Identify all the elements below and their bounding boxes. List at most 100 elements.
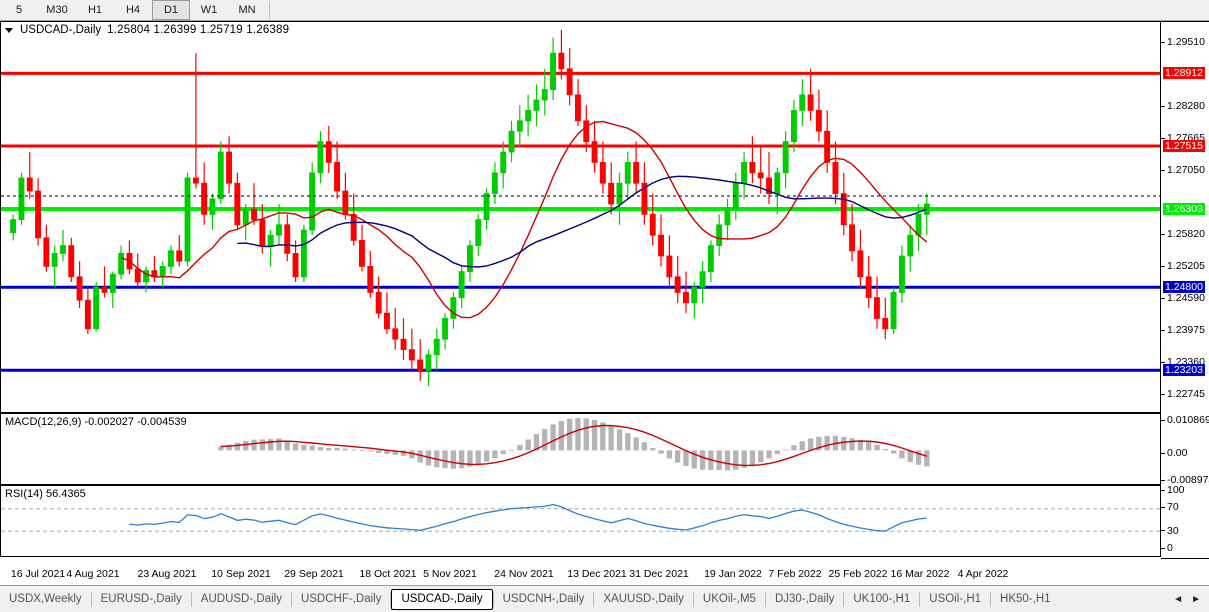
tab-usdcad-daily[interactable]: USDCAD-,Daily xyxy=(391,588,493,610)
price-tag-support-1[interactable]: 1.24800 xyxy=(1163,281,1205,294)
chevron-down-icon[interactable] xyxy=(5,27,13,33)
tab-uk100-h1[interactable]: UK100-,H1 xyxy=(853,593,911,605)
tab-eurusd-daily[interactable]: EURUSD-,Daily xyxy=(100,593,182,605)
tab-divider xyxy=(990,591,992,607)
tab-usdchf-daily[interactable]: USDCHF-,Daily xyxy=(300,593,382,605)
time-axis: 16 Jul 2021 4 Aug 2021 23 Aug 2021 10 Sep 2… xyxy=(0,565,1209,585)
candle-body xyxy=(757,172,764,179)
macd-bar xyxy=(259,439,265,451)
candle-body xyxy=(292,252,299,278)
symbol-tabbar[interactable]: USDX,Weekly EURUSD-,Daily AUDUSD-,Daily USD… xyxy=(0,585,1209,612)
macd-bar xyxy=(533,434,540,451)
price-tick: 1.27050 xyxy=(1161,164,1205,176)
macd-bar xyxy=(475,450,481,465)
timeframe-h1[interactable]: H1 xyxy=(87,4,103,16)
candle-body xyxy=(408,349,415,361)
timeframe-w1[interactable]: W1 xyxy=(200,4,218,16)
macd-bar xyxy=(658,450,664,454)
timeframe-5[interactable]: 5 xyxy=(15,4,23,16)
macd-bar xyxy=(591,420,598,451)
candle-body xyxy=(375,291,382,314)
price-pane[interactable]: USDCAD-,Daily 1.25804 1.26399 1.25719 1.… xyxy=(0,21,1161,413)
tab-usoil-h1[interactable]: USOil-,H1 xyxy=(929,593,982,605)
timeframe-mn[interactable]: MN xyxy=(238,4,256,16)
tab-scroll-controls[interactable]: ◄ ► xyxy=(1173,594,1209,605)
macd-bar xyxy=(616,429,623,451)
tab-ukoil-m5[interactable]: UKOil-,M5 xyxy=(702,593,756,605)
candle-body xyxy=(558,52,565,70)
candle-body xyxy=(890,291,897,330)
macd-pane[interactable]: MACD(12,26,9) -0.002027 -0.004539 xyxy=(0,413,1161,485)
macd-bar xyxy=(558,420,564,451)
tab-divider xyxy=(919,591,921,607)
tab-usdx-weekly[interactable]: USDX,Weekly xyxy=(9,593,82,605)
candle-body xyxy=(68,245,75,278)
candle-body xyxy=(840,193,847,226)
macd-tick: 0.010869 xyxy=(1161,414,1209,426)
macd-bar xyxy=(799,441,805,451)
macd-bar xyxy=(392,450,398,455)
candle-body xyxy=(18,177,25,220)
macd-bar xyxy=(608,425,614,451)
candle-body xyxy=(633,161,640,184)
rsi-pane[interactable]: RSI(14) 56.4365 xyxy=(0,485,1161,557)
candle-body xyxy=(807,94,814,111)
macd-plot xyxy=(218,418,930,471)
price-axis[interactable]: 1.29510 1.28280 1.27665 1.27050 1.25820 1.252… xyxy=(1161,21,1209,559)
timeframe-m30[interactable]: M30 xyxy=(46,4,68,16)
macd-bar xyxy=(857,439,863,451)
macd-bar xyxy=(683,450,689,466)
macd-bar xyxy=(841,437,847,451)
macd-bar xyxy=(542,429,548,451)
timeframe-h4[interactable]: H4 xyxy=(125,4,141,16)
macd-bar xyxy=(268,439,274,451)
candle-body xyxy=(76,276,83,301)
candle-body xyxy=(35,190,41,239)
candle-body xyxy=(649,213,656,236)
scroll-left-icon[interactable]: ◄ xyxy=(1173,593,1184,605)
macd-bar xyxy=(284,440,290,451)
timeframe-d1[interactable]: D1 xyxy=(152,0,190,20)
candle-body xyxy=(691,286,698,304)
candle-body xyxy=(923,203,930,215)
timeframe-buttons[interactable]: 5 M30 H1 H4 D1 W1 MN xyxy=(0,0,273,20)
macd-bar xyxy=(384,450,390,455)
tab-audusd-daily[interactable]: AUDUSD-,Daily xyxy=(200,593,282,605)
price-tag-resistance-2[interactable]: 1.27515 xyxy=(1163,140,1205,153)
macd-bar xyxy=(567,418,573,451)
candle-body xyxy=(10,219,17,234)
price-tag-resistance-1[interactable]: 1.28912 xyxy=(1163,67,1205,80)
candle-body xyxy=(109,273,116,293)
macd-bar xyxy=(749,450,756,466)
candle-body xyxy=(724,208,731,226)
candle-body xyxy=(350,213,357,241)
rsi-tick: 70 xyxy=(1161,501,1179,513)
macd-bar xyxy=(774,450,780,455)
macd-bar xyxy=(882,449,888,451)
tab-divider xyxy=(390,591,392,607)
candle-body xyxy=(442,317,448,340)
price-tag-support-2[interactable]: 1.23203 xyxy=(1163,364,1205,377)
candle-body xyxy=(865,276,872,299)
candle-body xyxy=(242,208,249,226)
candle-body xyxy=(541,89,548,101)
candle-body xyxy=(93,286,100,330)
candle-body xyxy=(749,161,756,174)
candle-body xyxy=(84,299,91,330)
macd-bar xyxy=(508,450,515,451)
candle-body xyxy=(417,359,424,371)
macd-bar xyxy=(691,450,697,469)
time-tick: 24 Nov 2021 xyxy=(494,568,554,580)
tab-usdcnh-daily[interactable]: USDCNH-,Daily xyxy=(502,593,585,605)
candle-body xyxy=(707,245,714,273)
tab-hk50-h1[interactable]: HK50-,H1 xyxy=(1000,593,1051,605)
macd-bar xyxy=(899,450,905,459)
price-tag-pivot[interactable]: 1.26303 xyxy=(1163,203,1205,216)
macd-signal-line xyxy=(220,424,928,467)
rsi-tick: 30 xyxy=(1161,525,1179,537)
candle-body xyxy=(907,234,914,257)
scroll-right-icon[interactable]: ► xyxy=(1191,593,1201,605)
macd-bar xyxy=(650,448,656,451)
tab-xauusd-daily[interactable]: XAUUSD-,Daily xyxy=(603,593,684,605)
tab-dj30-daily[interactable]: DJ30-,Daily xyxy=(774,593,835,605)
